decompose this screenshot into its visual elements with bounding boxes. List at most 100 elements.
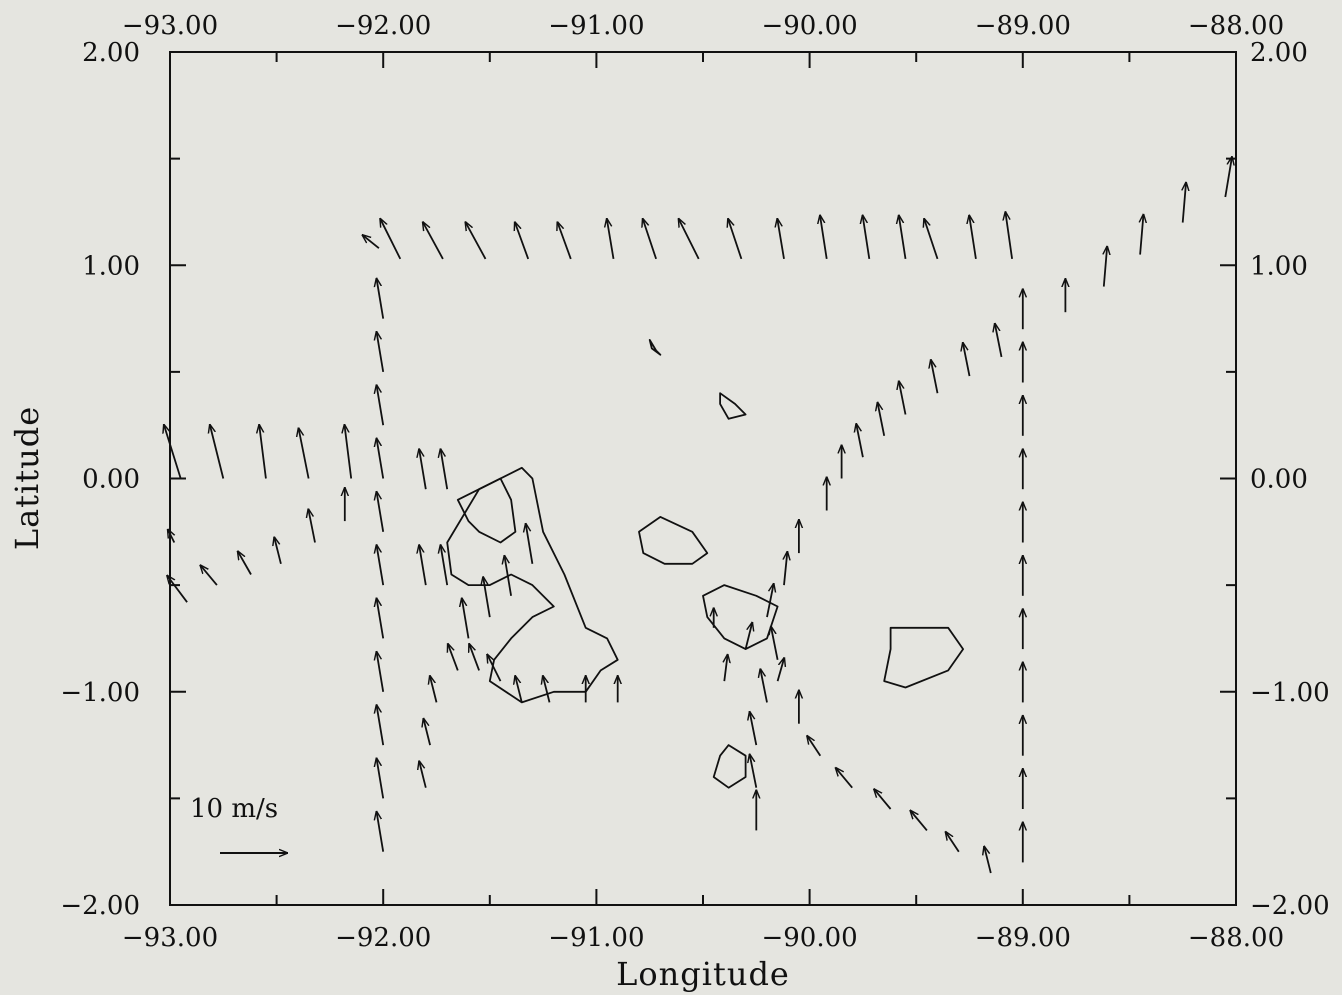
wind-vector-arrow [777,218,785,260]
wind-vector-arrow [376,384,385,426]
wind-vector-arrow [607,218,615,260]
y-tick-label-left: 1.00 [82,251,140,281]
wind-vector-arrow [945,831,960,853]
wind-vector-arrow [376,758,385,799]
x-tick-label-top: −93.00 [122,11,218,41]
wind-vector-arrow [910,810,928,831]
wind-vector-arrow [807,735,822,757]
wind-vector-arrow [362,235,380,249]
y-tick-label-right: 0.00 [1250,465,1308,495]
wind-vector-arrow [430,675,438,703]
wind-vector-arrow [724,654,727,682]
y-tick-label-right: 1.00 [1250,251,1308,281]
wind-vector-arrow [969,215,977,260]
wind-vector-arrow [298,428,310,479]
wind-vector-arrow [984,846,992,874]
y-axis-title: Latitude [8,406,46,550]
reference-vector-group: 10 m/s [190,794,288,853]
wind-vector-arrow [874,789,892,810]
coastline-layer [446,338,964,789]
wind-vector-arrow [423,718,431,746]
wind-vector-arrow [376,438,385,479]
wind-vector-arrow [750,754,758,788]
wind-vector-arrow [380,218,402,260]
wind-vector-arrow [963,342,971,377]
x-tick-label-bottom: −89.00 [975,923,1071,953]
wind-vector-arrow [678,218,700,260]
wind-vector-arrow [877,402,886,436]
wind-vector-arrow [863,215,871,260]
wind-vector-arrow [469,643,480,671]
wind-vector-arrow [376,278,385,319]
wind-vector-arrow [376,811,385,852]
x-tick-label-bottom: −93.00 [122,923,218,953]
wind-vector-arrow [899,215,907,260]
wind-vector-arrow [504,555,512,596]
wind-vector-arrow [1224,156,1232,198]
wind-vector-arrow [776,657,785,682]
wind-vector-arrow [259,424,267,479]
y-tick-label-right: 2.00 [1250,38,1308,68]
y-tick-label-left: −1.00 [60,678,140,708]
wind-vector-arrow [526,523,534,564]
wind-vector-arrow [210,424,225,479]
island-coastline [712,744,747,789]
wind-vector-arrow [423,222,444,260]
wind-vector-arrow [200,565,218,586]
wind-vector-arrow [515,675,523,703]
x-tick-label-top: −90.00 [761,11,857,41]
plot-frame [169,51,1237,906]
wind-vector-arrow [376,651,385,692]
wind-vector-arrow [744,622,753,650]
wind-vector-arrow [168,529,175,543]
island-coastline [638,516,709,565]
wind-vector-arrow [167,575,188,603]
wind-vector-arrow [419,761,427,788]
wind-vector-arrow [643,218,657,260]
wind-vector-arrow [274,537,282,565]
wind-vector-arrow [376,331,385,373]
island-coastline [446,466,619,704]
y-tick-label-right: −1.00 [1250,678,1330,708]
wind-vector-arrow [376,598,385,639]
y-tick-label-left: 0.00 [82,465,140,495]
wind-vector-arrow [376,544,385,586]
island-coastline [719,392,747,420]
x-tick-label-top: −89.00 [975,11,1071,41]
wind-vector-arrow [440,448,449,490]
wind-vector-arrow [1140,214,1143,255]
wind-vector-arrow [771,626,779,660]
x-tick-label-bottom: −91.00 [548,923,644,953]
vector-layer [164,156,1232,874]
wind-vector-arrow [1104,246,1107,287]
wind-vector-arrow [419,448,427,490]
wind-vector-arrow [237,551,252,575]
x-tick-label-top: −88.00 [1188,11,1284,41]
wind-vector-arrow [995,323,1003,358]
wind-vector-arrow [557,222,572,260]
wind-vector-arrow [376,491,385,532]
wind-vector-arrow [750,711,758,746]
y-tick-label-left: −2.00 [60,891,140,921]
wind-vector-arrow [462,598,470,639]
x-tick-label-top: −92.00 [335,11,431,41]
wind-vector-arrow [419,544,427,586]
x-tick-label-bottom: −92.00 [335,923,431,953]
wind-vector-arrow [487,654,502,682]
y-tick-label-left: 2.00 [82,38,140,68]
island-coastline [456,477,517,544]
wind-vector-arrow [376,704,385,746]
x-tick-label-top: −91.00 [548,11,644,41]
wind-vector-arrow [760,668,768,703]
island-coastline [883,626,964,689]
wind-vector-arrow [308,509,316,543]
wind-vector-arrow [465,222,487,260]
x-tick-label-bottom: −90.00 [761,923,857,953]
wind-vector-arrow [515,222,530,260]
wind-vector-arrow [1183,182,1186,223]
tick-layer: −93.00 −93.00 −92.00 −92.00 −91.00 −91.00 −90.… [60,11,1329,953]
wind-vector-arrow [766,583,774,618]
wind-vector-arrow [440,544,449,586]
y-tick-label-right: −2.00 [1250,891,1330,921]
wind-vector-arrow [784,551,787,586]
